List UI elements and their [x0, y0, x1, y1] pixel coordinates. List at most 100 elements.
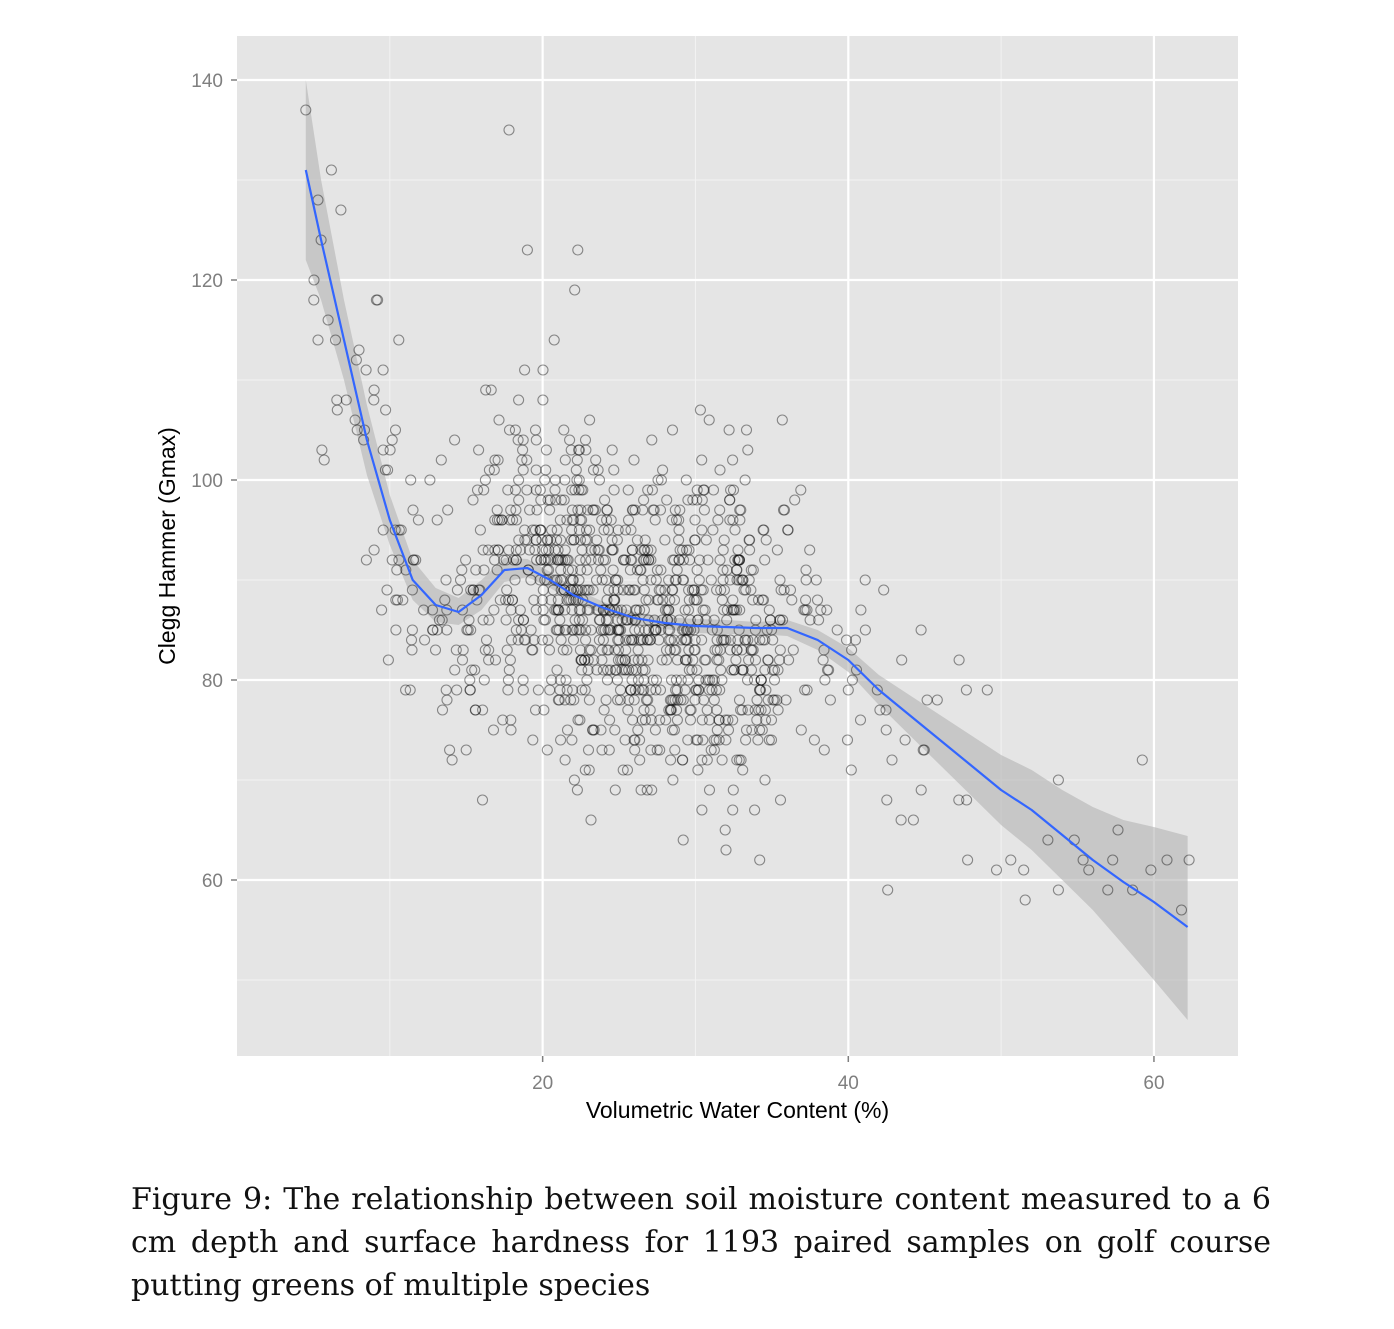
data-point [580, 554, 592, 566]
data-point [563, 594, 575, 606]
data-point [660, 714, 672, 726]
data-point [566, 504, 578, 516]
data-point [542, 554, 554, 566]
data-point [819, 674, 831, 686]
data-point [731, 574, 743, 586]
data-point [783, 654, 795, 666]
data-point [690, 734, 702, 746]
data-point [667, 584, 679, 596]
data-point [668, 644, 681, 656]
data-point [559, 624, 571, 636]
data-point [727, 714, 739, 726]
data-point [391, 564, 403, 576]
data-point [831, 624, 843, 636]
data-point [377, 364, 389, 376]
data-point [487, 724, 500, 736]
data-point [657, 594, 669, 606]
data-point [502, 484, 514, 496]
data-point [811, 594, 824, 606]
data-point [752, 594, 765, 606]
data-point [679, 654, 692, 666]
data-point [568, 694, 580, 706]
data-point [682, 734, 694, 746]
data-point [564, 434, 576, 446]
data-point [505, 504, 517, 516]
data-point [840, 634, 853, 646]
data-point [579, 764, 591, 776]
data-point [536, 594, 548, 606]
data-point [690, 684, 702, 696]
data-point [595, 564, 607, 576]
data-point [543, 544, 555, 556]
data-point [510, 544, 522, 556]
data-point [391, 594, 404, 606]
data-point [540, 544, 552, 556]
data-point [703, 414, 715, 426]
data-point [724, 574, 736, 586]
data-point [673, 554, 685, 566]
data-point [743, 574, 755, 586]
data-point [1052, 774, 1064, 786]
data-point [335, 204, 347, 216]
data-point [804, 544, 816, 556]
data-point [427, 624, 439, 636]
data-point [801, 604, 813, 616]
data-point [759, 554, 771, 566]
data-point [722, 714, 734, 726]
data-point [517, 464, 529, 476]
data-point [580, 624, 592, 636]
data-point [735, 754, 747, 766]
data-point [507, 514, 519, 526]
data-point [733, 754, 745, 766]
data-point [681, 654, 693, 666]
data-point [623, 634, 635, 646]
data-point [521, 244, 533, 256]
data-point [552, 604, 564, 616]
data-point [782, 524, 794, 536]
data-point [554, 684, 566, 696]
data-point [454, 574, 467, 586]
data-point [1183, 854, 1195, 866]
data-point [379, 464, 391, 476]
data-point [638, 604, 650, 616]
data-point [620, 634, 632, 646]
data-point [583, 764, 595, 776]
data-point [625, 684, 637, 696]
data-point [464, 674, 476, 686]
data-point [603, 744, 615, 756]
data-point [569, 284, 581, 296]
data-point [617, 554, 630, 566]
data-point [600, 614, 612, 626]
data-point [1083, 864, 1095, 876]
data-point [650, 684, 662, 696]
data-point [464, 684, 476, 696]
data-point [697, 604, 709, 616]
data-point [557, 644, 569, 656]
data-point [717, 634, 729, 646]
data-point [689, 644, 701, 656]
data-point [784, 584, 797, 596]
data-point [708, 614, 720, 626]
data-point [634, 754, 646, 766]
data-point [638, 684, 650, 696]
data-point [713, 654, 725, 666]
data-point [661, 654, 673, 666]
data-point [671, 714, 683, 726]
data-point [559, 754, 571, 766]
data-point [560, 674, 572, 686]
data-point [721, 604, 733, 616]
data-point [664, 624, 676, 636]
data-point [635, 564, 647, 576]
data-point [555, 494, 567, 506]
data-point [657, 464, 669, 476]
data-point [440, 684, 452, 696]
data-point [755, 674, 767, 686]
data-point [528, 594, 540, 606]
data-point [561, 514, 573, 526]
data-point [718, 604, 730, 616]
data-point [711, 654, 723, 666]
data-point [599, 554, 611, 566]
data-point [573, 524, 585, 536]
data-point [732, 544, 744, 556]
data-point [629, 584, 641, 596]
